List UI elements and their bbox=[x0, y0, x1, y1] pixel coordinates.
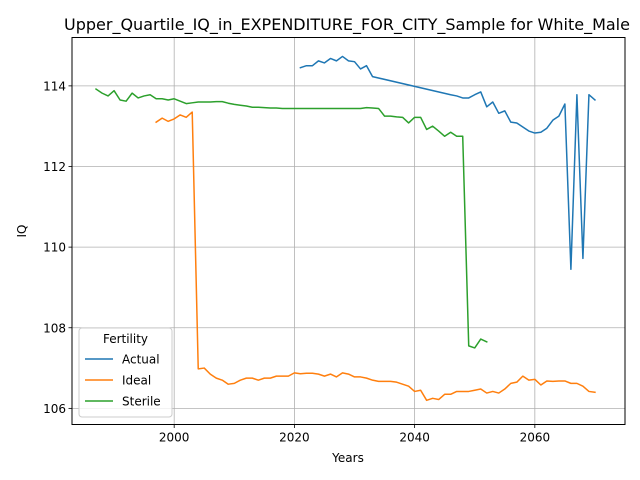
y-tick-label: 114 bbox=[43, 79, 66, 93]
legend-label-actual: Actual bbox=[122, 353, 160, 367]
legend-items: Actual Ideal Sterile bbox=[85, 353, 161, 409]
x-tick-label: 2000 bbox=[159, 431, 190, 445]
legend-label-sterile: Sterile bbox=[122, 395, 161, 409]
x-tick-label: 2040 bbox=[399, 431, 430, 445]
y-tick-label: 110 bbox=[43, 241, 66, 255]
series-line-sterile bbox=[94, 88, 488, 349]
x-tick-label: 2020 bbox=[279, 431, 310, 445]
chart-title: Upper_Quartile_IQ_in_EXPENDITURE_FOR_CIT… bbox=[64, 15, 630, 35]
y-tick-label: 108 bbox=[43, 321, 66, 335]
series-lines bbox=[94, 55, 597, 402]
legend-title: Fertility bbox=[103, 332, 148, 346]
series-line-ideal bbox=[155, 111, 596, 402]
axis-ticks: 2000 2020 2040 2060 106 108 110 112 114 bbox=[43, 79, 550, 444]
y-tick-label: 112 bbox=[43, 160, 66, 174]
x-axis-label: Years bbox=[331, 451, 364, 465]
legend-box bbox=[78, 327, 173, 418]
y-axis-label: IQ bbox=[15, 225, 29, 238]
x-tick-label: 2060 bbox=[520, 431, 551, 445]
y-tick-label: 106 bbox=[43, 402, 66, 416]
series-line-actual bbox=[299, 55, 597, 271]
legend-label-ideal: Ideal bbox=[122, 374, 151, 388]
plot-frame bbox=[71, 37, 626, 425]
legend: Fertility Actual Ideal Sterile bbox=[78, 327, 173, 418]
